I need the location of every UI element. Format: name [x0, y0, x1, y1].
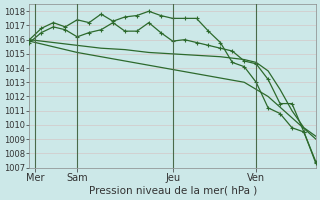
X-axis label: Pression niveau de la mer( hPa ): Pression niveau de la mer( hPa ): [89, 186, 257, 196]
